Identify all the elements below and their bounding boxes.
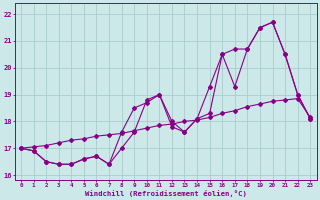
X-axis label: Windchill (Refroidissement éolien,°C): Windchill (Refroidissement éolien,°C) (85, 190, 247, 197)
